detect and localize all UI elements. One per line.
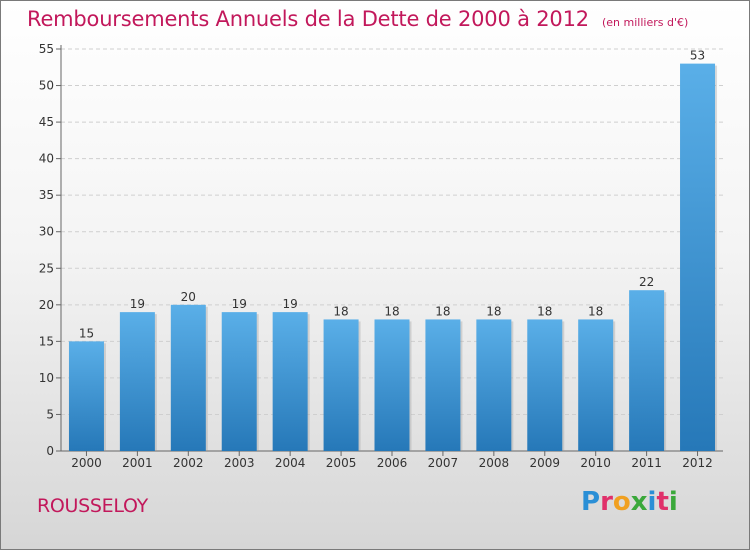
bar-value-label: 18 [588, 304, 603, 318]
bar [629, 290, 665, 451]
x-tick-label: 2011 [631, 456, 662, 470]
logo-letter: r [600, 487, 613, 517]
bar-value-label: 19 [130, 297, 145, 311]
chart-title: Remboursements Annuels de la Dette de 20… [27, 7, 589, 31]
bar-value-label: 19 [283, 297, 298, 311]
bar-value-label: 19 [232, 297, 247, 311]
x-tick-label: 2012 [682, 456, 713, 470]
x-tick-label: 2006 [377, 456, 408, 470]
bar [578, 319, 614, 451]
bar-value-label: 18 [384, 304, 399, 318]
bar-value-label: 18 [537, 304, 552, 318]
logo-letter: o [612, 487, 631, 517]
chart-subtitle: (en milliers d'€) [602, 16, 689, 29]
y-tick-label: 5 [46, 407, 54, 421]
bar [119, 312, 155, 451]
y-tick-label: 55 [39, 42, 54, 56]
x-tick-label: 2005 [326, 456, 357, 470]
bar [68, 341, 104, 451]
y-tick-label: 45 [39, 115, 54, 129]
y-tick-label: 10 [39, 371, 54, 385]
bar-value-label: 20 [181, 290, 196, 304]
y-tick-label: 20 [39, 298, 54, 312]
y-tick-label: 40 [39, 152, 54, 166]
logo-letter: i [647, 487, 657, 517]
bar [374, 319, 410, 451]
logo-letter: x [630, 487, 648, 517]
bar [527, 319, 563, 451]
bar-value-label: 18 [435, 304, 450, 318]
bar-value-label: 53 [690, 49, 705, 63]
bar-value-label: 18 [486, 304, 501, 318]
logo-letter: i [668, 487, 678, 517]
x-tick-label: 2000 [71, 456, 102, 470]
x-tick-label: 2007 [428, 456, 459, 470]
y-tick-label: 25 [39, 261, 54, 275]
y-tick-label: 0 [46, 444, 54, 458]
x-tick-label: 2002 [173, 456, 204, 470]
y-tick-label: 35 [39, 188, 54, 202]
bar [476, 319, 512, 451]
bar [425, 319, 461, 451]
bar-value-label: 22 [639, 275, 654, 289]
title-row: Remboursements Annuels de la Dette de 20… [27, 7, 688, 31]
x-tick-label: 2010 [580, 456, 611, 470]
proxiti-logo: Proxiti [581, 487, 678, 517]
x-tick-label: 2001 [122, 456, 153, 470]
bar [272, 312, 308, 451]
x-tick-label: 2004 [275, 456, 306, 470]
bar [170, 304, 206, 451]
y-tick-label: 50 [39, 79, 54, 93]
y-tick-label: 15 [39, 334, 54, 348]
bar [221, 312, 257, 451]
x-tick-label: 2008 [479, 456, 510, 470]
logo-letter: P [581, 487, 601, 517]
bar [323, 319, 359, 451]
logo-letter: t [656, 487, 669, 517]
bar-value-label: 18 [333, 304, 348, 318]
commune-name: ROUSSELOY [37, 495, 148, 517]
bar [680, 63, 716, 451]
y-tick-label: 30 [39, 225, 54, 239]
bar-value-label: 15 [79, 326, 94, 340]
x-tick-label: 2009 [529, 456, 560, 470]
x-tick-label: 2003 [224, 456, 255, 470]
